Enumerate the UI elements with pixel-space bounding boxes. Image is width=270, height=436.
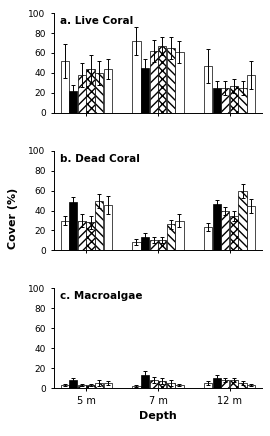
Bar [238,383,247,388]
Bar [78,75,86,113]
Bar [86,69,95,113]
X-axis label: Depth: Depth [139,411,177,421]
Bar [69,380,77,388]
Bar [95,383,103,388]
Text: Cover (%): Cover (%) [8,187,18,249]
Bar [238,191,247,250]
Bar [150,240,158,250]
Bar [238,88,247,113]
Bar [158,381,166,388]
Bar [247,205,255,250]
Bar [104,383,112,388]
Bar [86,385,95,388]
Text: b. Dead Coral: b. Dead Coral [60,153,140,164]
Bar [141,238,149,250]
Bar [158,46,166,113]
Bar [95,73,103,113]
Bar [230,215,238,250]
Bar [221,211,230,250]
Bar [69,91,77,113]
Bar [176,221,184,250]
Bar [132,242,140,250]
Text: a. Live Coral: a. Live Coral [60,16,133,26]
Bar [95,201,103,250]
Bar [176,52,184,113]
Bar [69,201,77,250]
Bar [78,385,86,388]
Bar [104,69,112,113]
Bar [247,75,255,113]
Bar [230,86,238,113]
Bar [204,383,212,388]
Bar [167,383,175,388]
Bar [141,375,149,388]
Text: c. Macroalgae: c. Macroalgae [60,291,143,301]
Bar [132,41,140,113]
Bar [213,378,221,388]
Bar [213,204,221,250]
Bar [150,380,158,388]
Bar [61,221,69,250]
Bar [167,48,175,113]
Bar [176,385,184,388]
Bar [141,68,149,113]
Bar [61,385,69,388]
Bar [204,228,212,250]
Bar [61,61,69,113]
Bar [150,51,158,113]
Bar [167,225,175,250]
Bar [213,88,221,113]
Bar [132,386,140,388]
Bar [221,88,230,113]
Bar [158,240,166,250]
Bar [204,66,212,113]
Bar [247,385,255,388]
Bar [221,380,230,388]
Bar [78,221,86,250]
Bar [230,380,238,388]
Bar [104,204,112,250]
Bar [86,222,95,250]
